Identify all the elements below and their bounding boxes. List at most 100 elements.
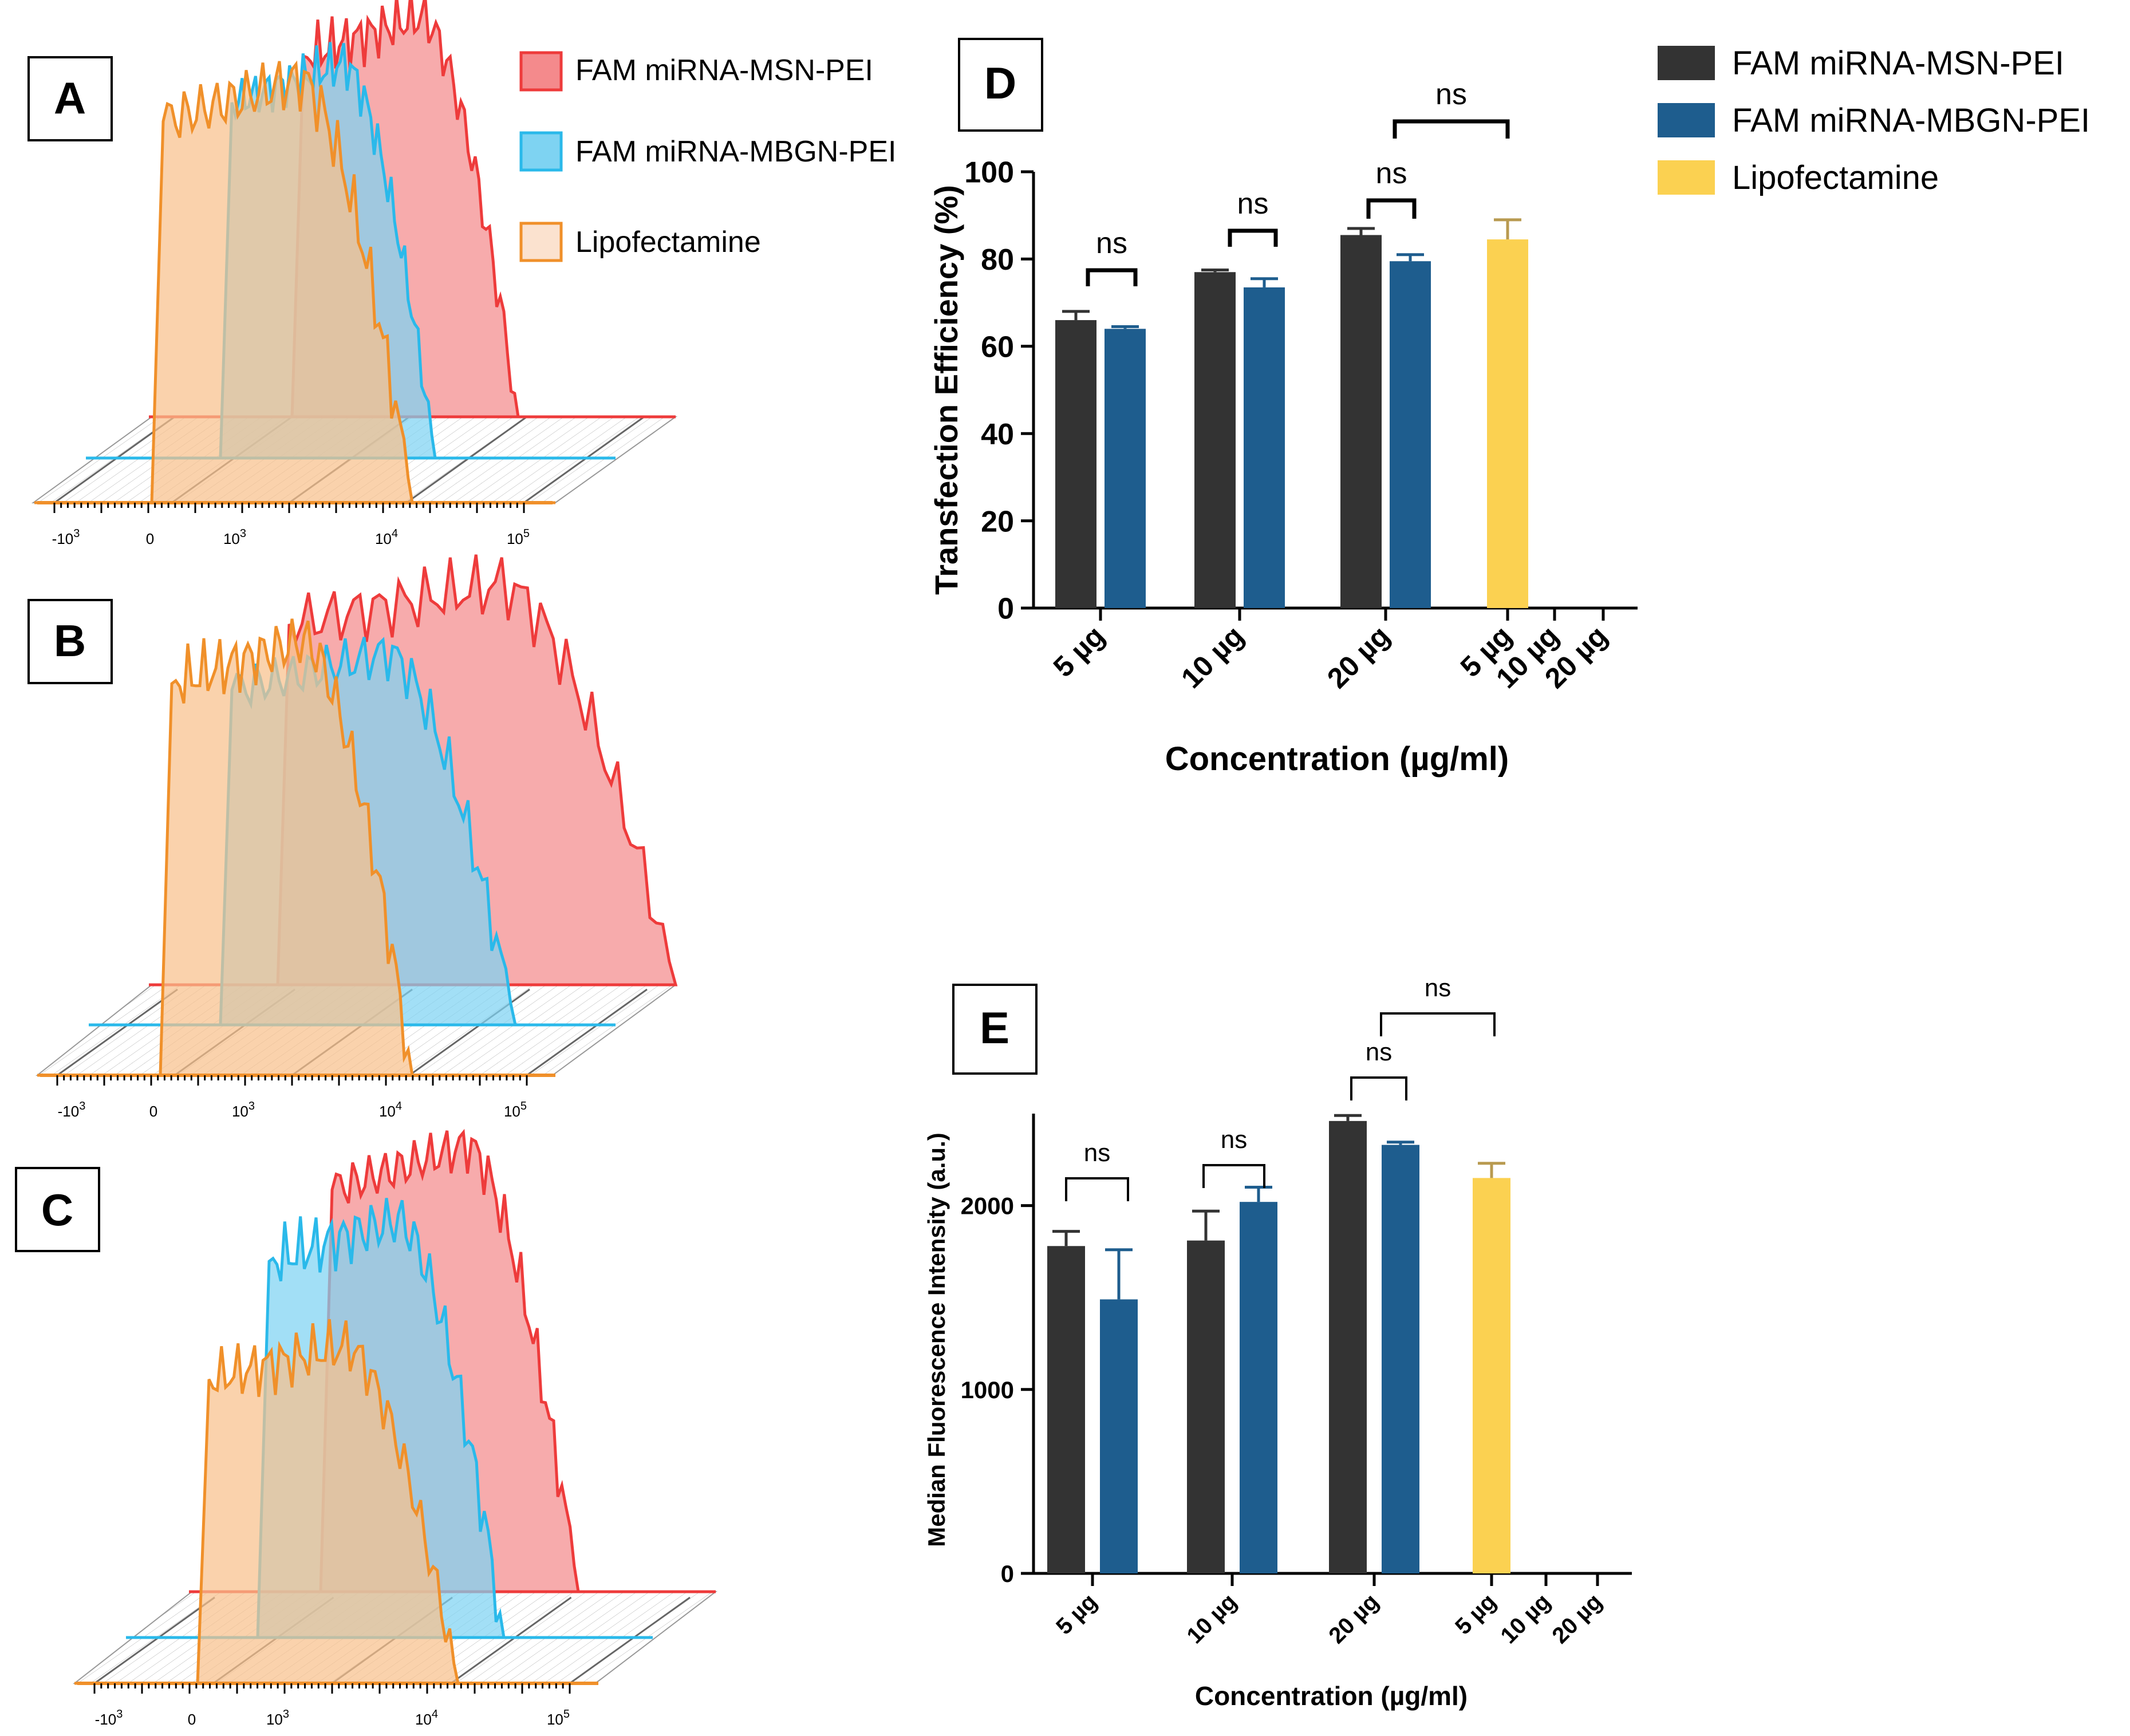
- significance-label: ns: [1435, 78, 1467, 111]
- svg-text:D: D: [984, 58, 1016, 108]
- panel-label-c: C: [15, 1167, 100, 1252]
- panel-label-b: B: [27, 599, 113, 684]
- y-tick-label: 20: [981, 505, 1014, 538]
- legend-item-lipo: Lipofectamine: [519, 222, 761, 262]
- svg-text:FAM miRNA-MBGN-PEI: FAM miRNA-MBGN-PEI: [1732, 102, 2090, 139]
- x-tick-label: 105: [507, 527, 530, 547]
- significance-bracket: [1202, 1164, 1265, 1188]
- bar: [1390, 261, 1431, 609]
- histogram-lipofectamine: [150, 60, 414, 504]
- y-tick-label: 100: [964, 156, 1014, 190]
- x-tick-label: 20 µg: [1324, 1589, 1383, 1648]
- svg-text:C: C: [41, 1185, 73, 1235]
- significance-bracket: [1380, 1012, 1496, 1036]
- legend-item-msn: FAM miRNA-MSN-PEI: [519, 51, 873, 92]
- x-tick-label: 10 µg: [1182, 1589, 1241, 1648]
- panel-label-a: A: [27, 56, 113, 141]
- grid-line: [94, 1596, 215, 1684]
- panel-label-d: D: [958, 38, 1043, 132]
- chart-e-x-label: Concentration (µg/ml): [1195, 1681, 1468, 1711]
- bar: [1240, 1202, 1277, 1573]
- significance-bracket: [1065, 1177, 1129, 1201]
- x-tick-label: 10 µg: [1496, 1589, 1555, 1648]
- svg-text:B: B: [54, 616, 86, 666]
- x-tick-label: 5 µg: [1450, 1589, 1501, 1639]
- significance-bracket: [1086, 268, 1138, 286]
- grid-line: [406, 416, 527, 504]
- grid-line: [450, 1596, 572, 1684]
- svg-text:E: E: [980, 1003, 1009, 1053]
- chart-e-y-label: Median Fluorescence Intensity (a.u.): [923, 1133, 950, 1547]
- grid-line: [526, 988, 648, 1076]
- bar: [1487, 239, 1528, 608]
- y-tick-label: 40: [981, 418, 1014, 451]
- legend-item-mbgn: FAM miRNA-MBGN-PEI: [519, 131, 896, 172]
- svg-text:A: A: [54, 73, 86, 123]
- svg-text:Lipofectamine: Lipofectamine: [1732, 159, 1939, 196]
- x-tick-label: 103: [232, 1100, 255, 1120]
- x-tick-label: 0: [146, 530, 154, 547]
- bar: [1047, 1246, 1085, 1573]
- histogram-x-axis: -103 0 103 104 105: [40, 1074, 555, 1120]
- x-tick-label: 105: [504, 1100, 527, 1120]
- histogram-x-axis: -103 0 103 104 105: [37, 501, 553, 547]
- y-tick-label: 0: [997, 593, 1014, 626]
- bar-legend-item-msn: FAM miRNA-MSN-PEI: [1658, 45, 2064, 82]
- histogram-x-axis: -103 0 103 104 105: [77, 1682, 598, 1728]
- bar-legend: FAM miRNA-MSN-PEI FAM miRNA-MBGN-PEI Lip…: [1658, 45, 2090, 196]
- x-tick-label: 5 µg: [1051, 1589, 1102, 1639]
- x-tick-label: -103: [58, 1100, 86, 1120]
- bar-legend-item-lipo: Lipofectamine: [1658, 159, 1939, 196]
- bar: [1105, 329, 1146, 608]
- bar: [1055, 320, 1096, 608]
- y-tick-label: 1000: [961, 1376, 1014, 1403]
- grid-line: [57, 988, 178, 1076]
- x-tick-label: -103: [95, 1708, 123, 1728]
- bar-legend-item-mbgn: FAM miRNA-MBGN-PEI: [1658, 102, 2090, 139]
- histogram-panel-a: -103 0 103 104 105: [31, 0, 678, 547]
- significance-bracket: [1228, 228, 1278, 247]
- bar: [1329, 1120, 1367, 1573]
- histogram-panel-c: -103 0 103 104 105: [73, 1129, 717, 1728]
- significance-label: ns: [1096, 227, 1127, 260]
- bar: [1194, 272, 1236, 608]
- significance-label: ns: [1366, 1038, 1392, 1066]
- chart-d-x-label: Concentration (µg/ml): [1165, 740, 1509, 778]
- x-tick-label: 104: [379, 1100, 402, 1120]
- x-tick-label: 103: [223, 527, 246, 547]
- x-tick-label: 105: [547, 1708, 570, 1728]
- bar: [1473, 1178, 1510, 1573]
- svg-text:Lipofectamine: Lipofectamine: [575, 226, 761, 259]
- y-tick-label: 2000: [961, 1193, 1014, 1220]
- grid-line: [523, 416, 645, 504]
- x-tick-label: 104: [415, 1708, 438, 1728]
- svg-text:FAM miRNA-MSN-PEI: FAM miRNA-MSN-PEI: [575, 54, 873, 87]
- histogram-lipofectamine: [159, 618, 414, 1077]
- x-tick-label: 0: [149, 1103, 157, 1120]
- bar: [1100, 1299, 1138, 1573]
- grid-line: [569, 1596, 691, 1684]
- significance-label: ns: [1237, 187, 1269, 220]
- histogram-lipofectamine: [196, 1319, 460, 1685]
- x-tick-label: 20 µg: [1321, 620, 1396, 695]
- x-tick-label: 104: [375, 527, 398, 547]
- significance-bracket: [1393, 119, 1510, 139]
- panel-label-e: E: [952, 984, 1038, 1075]
- x-tick-label: 10 µg: [1175, 620, 1250, 695]
- significance-label: ns: [1376, 157, 1407, 190]
- x-tick-label: 5 µg: [1047, 620, 1111, 683]
- bar: [1382, 1145, 1419, 1573]
- y-tick-label: 80: [981, 243, 1014, 277]
- chart-d-y-label: Transfection Efficiency (%): [928, 185, 964, 595]
- bar: [1340, 235, 1382, 608]
- bar: [1187, 1240, 1225, 1573]
- significance-label: ns: [1221, 1126, 1247, 1154]
- x-tick-label: 20 µg: [1547, 1589, 1607, 1648]
- svg-text:FAM miRNA-MSN-PEI: FAM miRNA-MSN-PEI: [1732, 45, 2064, 82]
- histogram-panel-b: -103 0 103 104 105: [36, 554, 678, 1120]
- significance-label: ns: [1084, 1139, 1110, 1167]
- bar: [1244, 287, 1285, 608]
- significance-label: ns: [1425, 974, 1451, 1002]
